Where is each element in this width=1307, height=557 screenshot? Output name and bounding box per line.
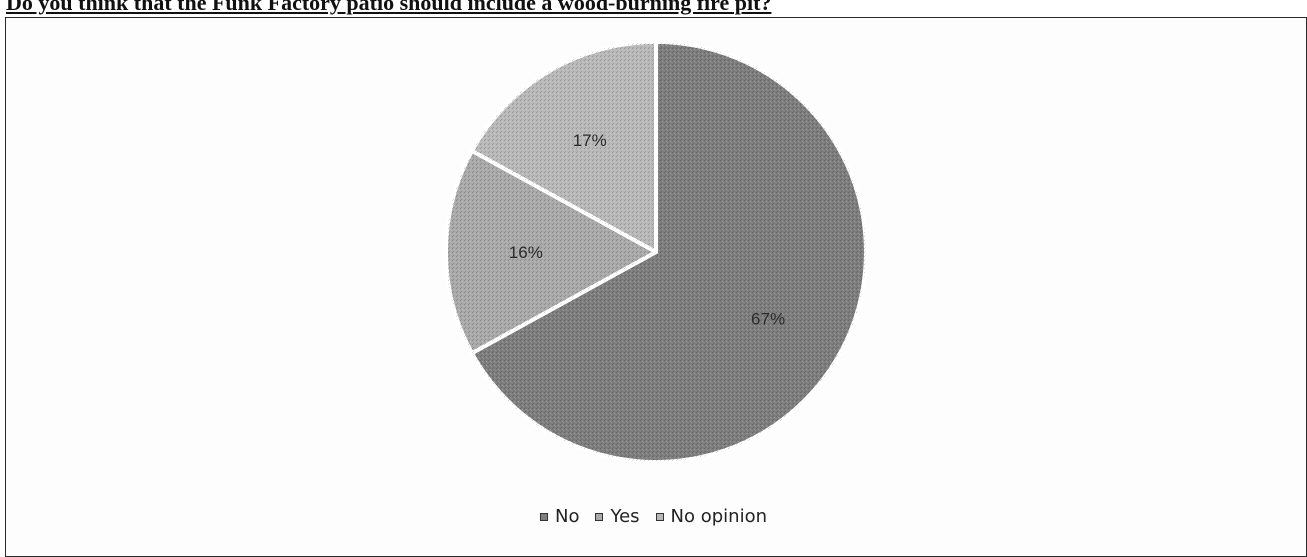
legend-swatch-no-opinion [655,512,664,521]
pie-label-yes: 16% [509,243,543,262]
legend-label-no: No [554,506,580,527]
pie-data-labels: 67% 16% 17% [509,131,785,328]
pie-slices [444,40,868,464]
chart-legend: No Yes No opinion [0,506,1307,527]
legend-item-no-opinion: No opinion [655,506,767,527]
pie-label-no-opinion: 17% [573,131,607,150]
legend-item-yes: Yes [595,506,640,527]
pie-slice-texture-no-opinion [471,42,656,252]
legend-item-no: No [539,506,580,527]
legend-label-yes: Yes [610,506,640,527]
legend-swatch-yes [595,512,604,521]
pie-label-no: 67% [751,309,785,328]
pie-slice-texture-yes [446,150,656,354]
legend-label-no-opinion: No opinion [670,506,767,527]
pie-slice-texture-no [471,42,866,462]
survey-question-title: Do you think that the Funk Factory patio… [6,0,772,15]
legend-swatch-no [539,512,548,521]
